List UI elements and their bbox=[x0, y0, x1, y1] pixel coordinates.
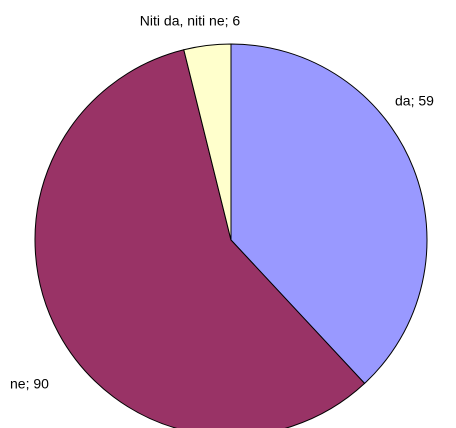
pie-slice bbox=[230, 43, 428, 385]
pie-slice bbox=[183, 43, 232, 241]
slice-label: Niti da, niti ne; 6 bbox=[140, 13, 241, 29]
pie-slice bbox=[34, 49, 366, 428]
slice-label: da; 59 bbox=[395, 93, 434, 109]
slice-label: ne; 90 bbox=[10, 376, 49, 392]
